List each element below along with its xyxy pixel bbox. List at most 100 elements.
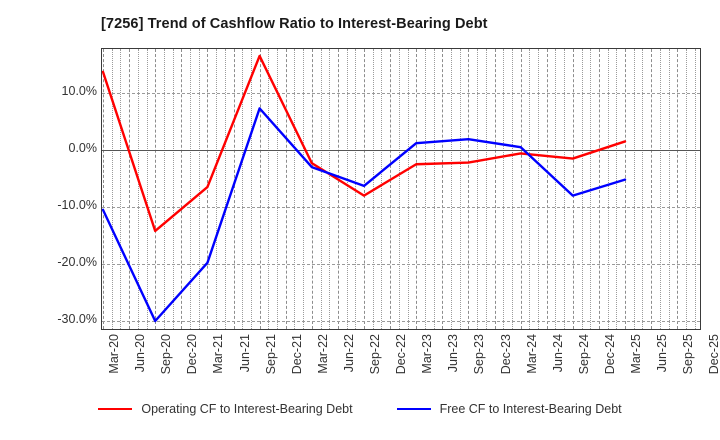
gridline-horizontal	[102, 321, 700, 322]
gridline-vertical	[364, 49, 365, 329]
gridline-vertical	[581, 49, 583, 329]
gridline-vertical	[572, 49, 574, 329]
gridline-vertical	[329, 49, 331, 329]
x-axis-tick-label: Dec-23	[498, 334, 513, 375]
gridline-vertical	[155, 49, 157, 329]
gridline-vertical	[625, 49, 626, 329]
x-axis-tick-label: Sep-24	[576, 334, 591, 375]
gridline-vertical	[616, 49, 618, 329]
x-axis-tick-label: Sep-25	[681, 334, 696, 375]
x-axis-tick-label: Dec-20	[185, 334, 200, 375]
gridline-vertical	[120, 49, 122, 329]
legend-line-icon	[396, 408, 431, 410]
legend-item[interactable]: Free CF to Interest-Bearing Debt	[396, 402, 622, 416]
gridline-vertical	[224, 49, 226, 329]
x-axis-labels: Mar-20 Jun-20 Sep-20 Dec-20 Mar-21 Jun-21 Sep-…	[101, 334, 720, 396]
gridline-vertical	[233, 49, 235, 329]
y-axis-tick-label: 0.0%	[68, 141, 98, 155]
gridline-vertical	[416, 49, 418, 329]
gridline-vertical	[407, 49, 409, 329]
chart-legend: Operating CF to Interest-Bearing Debt Fre…	[0, 402, 720, 416]
gridline-vertical	[538, 49, 539, 329]
gridline-vertical	[424, 49, 426, 329]
legend-line-icon	[98, 408, 133, 410]
x-axis-tick-label: Mar-24	[524, 334, 539, 374]
series-line	[102, 107, 627, 323]
gridline-vertical	[546, 49, 548, 329]
x-axis-tick-label: Mar-22	[315, 334, 330, 374]
gridline-vertical	[642, 49, 644, 329]
gridline-vertical	[529, 49, 531, 329]
gridline-vertical	[129, 49, 131, 329]
x-axis-tick-label: Sep-23	[472, 334, 487, 375]
page-title: [7256] Trend of Cashflow Ratio to Intere…	[101, 16, 488, 32]
legend-item[interactable]: Operating CF to Interest-Bearing Debt	[98, 402, 353, 416]
gridline-vertical	[607, 49, 609, 329]
gridline-vertical	[659, 49, 661, 329]
gridline-vertical	[285, 49, 287, 329]
legend-label: Operating CF to Interest-Bearing Debt	[141, 402, 353, 416]
gridline-vertical	[694, 49, 696, 329]
gridline-vertical	[677, 49, 679, 329]
gridline-vertical	[311, 49, 313, 329]
x-axis-tick-label: Jun-23	[446, 334, 461, 373]
series-line	[102, 54, 627, 233]
x-axis-tick-label: Dec-24	[602, 334, 617, 375]
gridline-horizontal	[102, 207, 700, 208]
y-axis-tick-label: -10.0%	[57, 198, 97, 212]
gridline-vertical	[459, 49, 461, 329]
gridline-vertical	[381, 49, 383, 329]
plot-area	[101, 48, 701, 330]
gridline-vertical	[668, 49, 670, 329]
gridline-horizontal	[102, 93, 700, 94]
gridline-vertical	[503, 49, 505, 329]
y-axis-tick-label: -30.0%	[57, 312, 97, 326]
gridline-vertical	[216, 49, 218, 329]
legend-label: Free CF to Interest-Bearing Debt	[439, 402, 622, 416]
gridline-vertical	[598, 49, 600, 329]
gridline-horizontal	[102, 264, 700, 265]
gridline-vertical	[172, 49, 174, 329]
x-axis-tick-label: Mar-20	[107, 334, 121, 374]
gridline-vertical	[259, 49, 261, 329]
gridline-vertical	[355, 49, 357, 329]
gridline-vertical	[494, 49, 496, 329]
gridline-vertical	[111, 49, 113, 329]
x-axis-tick-label: Dec-22	[394, 334, 409, 375]
gridline-vertical	[242, 49, 244, 329]
series-lines	[102, 54, 627, 323]
gridline-vertical	[268, 49, 270, 329]
x-axis-tick-label: Dec-25	[707, 334, 720, 375]
y-axis-tick-label: 10.0%	[61, 84, 97, 98]
gridline-vertical	[250, 49, 252, 329]
gridline-vertical	[320, 49, 322, 329]
x-axis-tick-label: Jun-20	[133, 334, 148, 373]
gridline-vertical	[468, 49, 470, 329]
y-axis-labels: 10.0% 0.0% -10.0% -20.0% -30.0%	[5, 48, 97, 330]
gridline-vertical	[163, 49, 165, 329]
gridline-vertical	[337, 49, 339, 329]
gridline-vertical	[294, 49, 296, 329]
gridline-horizontal	[102, 150, 700, 151]
gridline-vertical	[442, 49, 444, 329]
gridline-vertical	[398, 49, 400, 329]
gridline-vertical	[146, 49, 148, 329]
x-axis-tick-label: Mar-25	[629, 334, 643, 374]
gridline-vertical	[433, 49, 435, 329]
y-axis-tick-label: -20.0%	[57, 255, 97, 269]
gridline-vertical	[181, 49, 183, 329]
gridline-vertical	[477, 49, 479, 329]
x-axis-tick-label: Sep-21	[263, 334, 278, 375]
gridline-vertical	[485, 49, 487, 329]
gridline-vertical	[390, 49, 392, 329]
x-axis-tick-label: Jun-22	[341, 334, 356, 373]
gridline-vertical	[190, 49, 191, 329]
gridline-vertical	[520, 49, 522, 329]
gridline-vertical	[555, 49, 557, 329]
gridline-vertical	[137, 49, 139, 329]
x-axis-tick-label: Jun-24	[550, 334, 565, 373]
x-axis-tick-label: Sep-20	[159, 334, 174, 375]
x-axis-tick-label: Sep-22	[368, 334, 382, 375]
gridline-vertical	[451, 49, 452, 329]
